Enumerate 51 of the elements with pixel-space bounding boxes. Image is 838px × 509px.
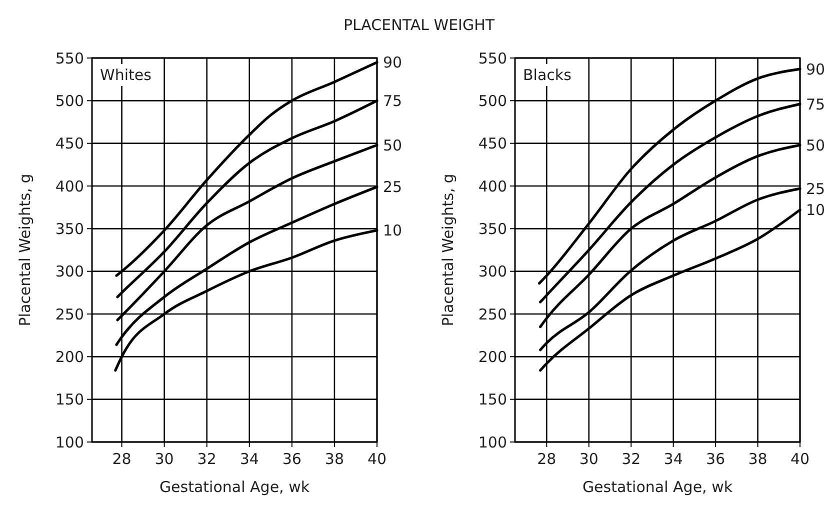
series-label: 90 [806, 60, 826, 78]
x-axis-title: Gestational Age, wk [159, 478, 310, 496]
x-tick-label: 28 [537, 450, 556, 468]
y-tick-label: 450 [478, 134, 507, 153]
text: PLACENTAL WEIGHT [343, 16, 496, 34]
y-axis-title: Placental Weights, g [16, 174, 34, 326]
y-tick-label: 300 [55, 262, 84, 281]
y-tick-label: 150 [55, 390, 84, 409]
series-label: 75 [806, 95, 826, 114]
y-tick-label: 500 [478, 92, 507, 110]
annotation: Whites [100, 66, 152, 84]
series-label: 25 [383, 178, 402, 196]
y-tick-label: 100 [55, 433, 84, 452]
y-tick-label: 450 [55, 134, 84, 153]
y-tick-label: 200 [478, 348, 507, 366]
series-label: 50 [383, 136, 402, 154]
annotation: Blacks [523, 66, 572, 84]
series-label: 90 [383, 54, 402, 72]
x-tick-label: 36 [706, 450, 726, 468]
y-tick-label: 350 [55, 220, 84, 238]
y-axis-title: Placental Weights, g [439, 174, 457, 326]
series-label: 10 [806, 201, 826, 220]
y-tick-label: 250 [55, 305, 84, 324]
y-tick-label: 550 [55, 49, 84, 68]
y-tick-label: 400 [478, 177, 507, 196]
x-tick-label: 38 [748, 450, 768, 468]
y-tick-label: 350 [478, 220, 507, 238]
y-tick-label: 550 [478, 49, 507, 68]
x-tick-label: 28 [112, 450, 132, 468]
x-axis-title: Gestational Age, wk [582, 478, 733, 496]
y-tick-label: 300 [478, 262, 507, 281]
x-tick-label: 40 [367, 450, 387, 468]
x-tick-label: 30 [579, 450, 598, 468]
x-tick-label: 32 [197, 450, 216, 468]
x-tick-label: 34 [664, 450, 683, 468]
series-label: 75 [383, 92, 402, 110]
y-tick-label: 100 [478, 433, 507, 452]
x-tick-label: 30 [154, 450, 174, 468]
y-tick-label: 400 [55, 177, 84, 196]
y-tick-label: 150 [478, 390, 507, 409]
y-tick-label: 500 [55, 92, 84, 110]
y-tick-label: 200 [55, 348, 84, 366]
x-tick-label: 34 [240, 450, 259, 468]
x-tick-label: 36 [282, 450, 302, 468]
series-label: 10 [383, 222, 402, 240]
x-tick-label: 40 [790, 450, 810, 468]
y-tick-label: 250 [478, 305, 507, 324]
series-label: 25 [806, 180, 826, 198]
x-tick-label: 32 [622, 450, 641, 468]
x-tick-label: 38 [324, 450, 344, 468]
series-label: 50 [806, 136, 826, 154]
